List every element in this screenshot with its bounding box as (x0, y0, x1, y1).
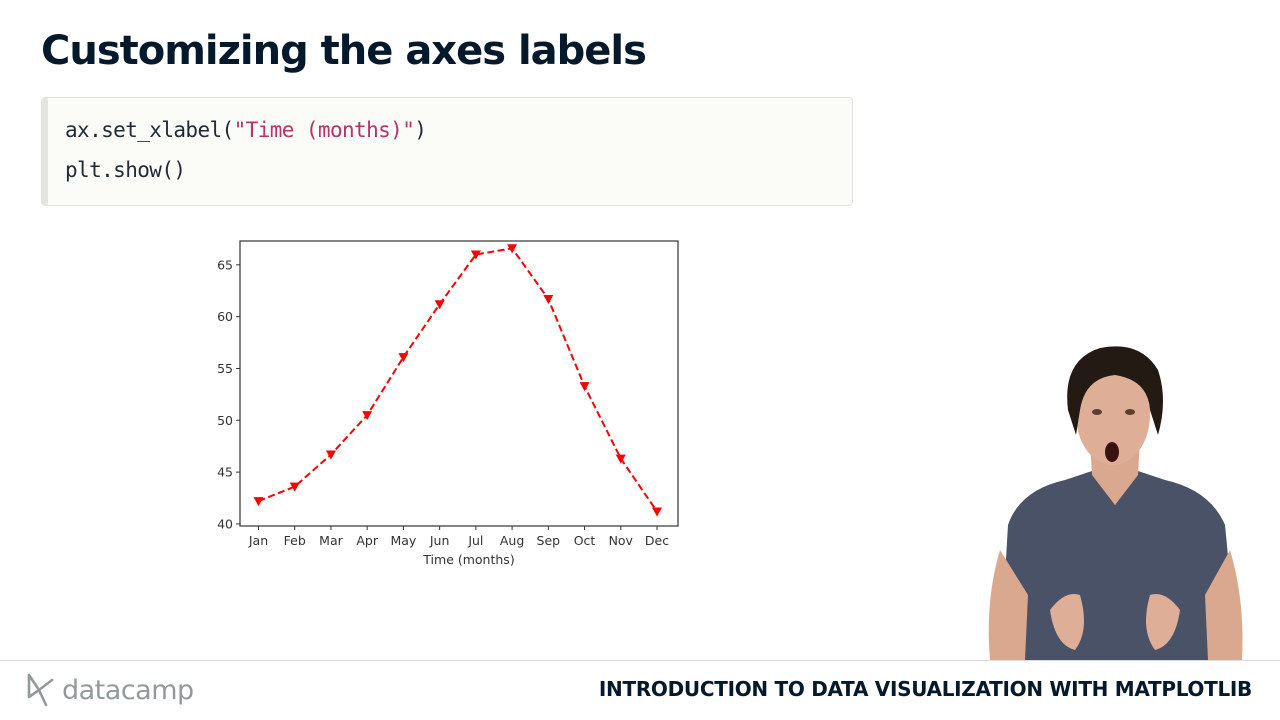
x-tick-label: Aug (500, 533, 524, 548)
presenter-figure (988, 346, 1243, 660)
x-tick-label: Jun (429, 533, 450, 548)
code-text: ax.set_xlabel( (65, 118, 234, 142)
code-text: ) (414, 118, 427, 142)
data-marker-triangle-down (325, 450, 336, 460)
code-block: ax.set_xlabel("Time (months)") plt.show(… (41, 97, 853, 206)
course-title: INTRODUCTION TO DATA VISUALIZATION WITH … (598, 677, 1252, 701)
data-marker-triangle-down (579, 382, 590, 392)
data-marker-triangle-down (289, 482, 300, 492)
presenter-video (980, 340, 1250, 660)
x-tick-label: Oct (574, 533, 596, 548)
data-marker-triangle-down (543, 295, 554, 305)
data-marker-triangle-down (470, 250, 481, 260)
line-chart: 40 45 50 55 60 65 Jan Feb Mar Apr May Jun Jul Aug Sep O… (200, 235, 690, 575)
data-marker-triangle-down (507, 244, 518, 254)
slide-title: Customizing the axes labels (41, 28, 647, 74)
y-tick-label: 60 (217, 309, 233, 324)
data-marker-triangle-down (398, 353, 409, 363)
x-tick-label: Mar (319, 533, 343, 548)
x-tick-label: Dec (645, 533, 669, 548)
plot-area (239, 240, 679, 527)
logo-text: datacamp (62, 674, 194, 706)
y-tick-label: 65 (217, 257, 233, 272)
data-marker-triangle-down (434, 300, 445, 310)
y-tick-label: 40 (217, 516, 233, 531)
x-tick-label: May (390, 533, 416, 548)
x-tick-label: Nov (609, 533, 634, 548)
code-line-2: plt.show() (65, 158, 186, 182)
data-line (258, 247, 658, 513)
x-tick-label: Feb (284, 533, 306, 548)
x-tick-label: Jan (248, 533, 268, 548)
y-tick-label: 50 (217, 413, 233, 428)
code-text: plt.show() (65, 158, 186, 182)
code-string: "Time (months)" (233, 118, 415, 142)
x-tick-label: Sep (537, 533, 561, 548)
data-marker-triangle-down (652, 507, 662, 517)
data-marker-triangle-down (253, 497, 264, 507)
x-tick-label: Jul (467, 533, 483, 548)
x-tick-label: Apr (356, 533, 378, 548)
chart-canvas: 40 45 50 55 60 65 Jan Feb Mar Apr May Jun Jul Aug Sep O… (217, 240, 679, 567)
datacamp-logo: datacamp (26, 670, 194, 710)
y-tick-label: 55 (217, 361, 233, 376)
x-axis-label: Time (months) (422, 552, 514, 567)
code-line-1: ax.set_xlabel("Time (months)") (65, 118, 427, 142)
data-marker-triangle-down (615, 454, 626, 464)
footer-divider (0, 660, 1280, 661)
y-tick-label: 45 (217, 465, 233, 480)
datacamp-logo-icon (27, 673, 54, 707)
data-marker-triangle-down (362, 411, 373, 421)
